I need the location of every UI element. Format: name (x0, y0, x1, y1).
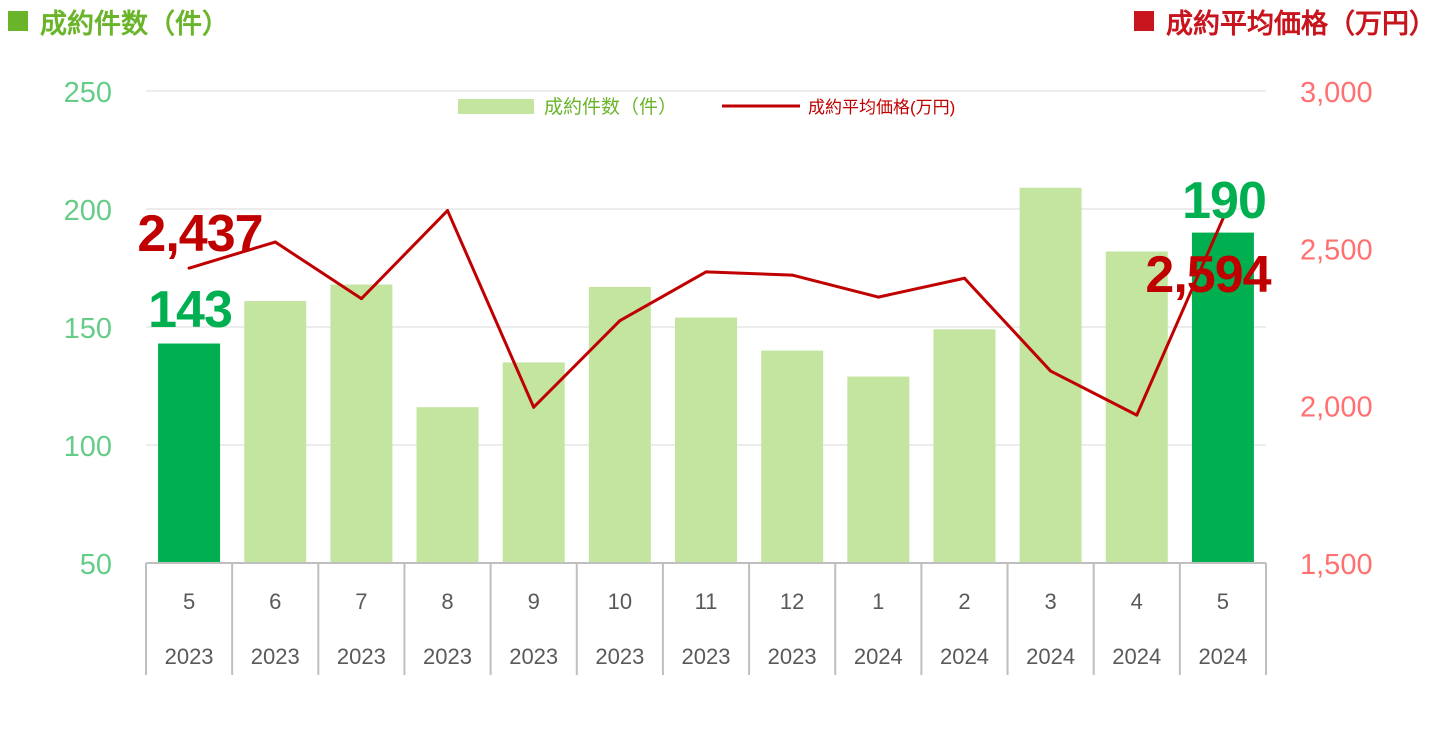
left-axis-header-label: 成約件数（件） (40, 9, 229, 40)
x-axis-year-label: 2024 (1026, 644, 1075, 669)
x-axis-month-label: 3 (1044, 589, 1056, 614)
price-line-point (790, 273, 794, 277)
price-line-point (1049, 369, 1053, 373)
left-axis-tick-label: 50 (80, 549, 112, 581)
price-line-point (273, 240, 277, 244)
x-axis-year-label: 2023 (768, 644, 817, 669)
legend-line-label: 成約平均価格(万円) (808, 98, 955, 117)
legend-bar-label: 成約件数（件） (544, 96, 677, 118)
price-line-point (187, 266, 191, 270)
left-axis-tick-label: 250 (64, 77, 112, 109)
bar (761, 350, 824, 563)
x-axis-year-label: 2024 (1198, 644, 1247, 669)
x-axis-month-label: 11 (695, 589, 718, 614)
right-axis-tick-label: 3,000 (1300, 77, 1373, 109)
data-label: 143 (148, 281, 232, 339)
legend-bar-swatch (458, 99, 534, 114)
left-axis-tick-label: 100 (64, 431, 112, 463)
bar (588, 286, 651, 563)
right-axis-header: 成約平均価格（万円） (1134, 2, 1436, 41)
bar (158, 343, 221, 563)
price-line-point (704, 270, 708, 274)
bar (933, 329, 996, 563)
x-axis-year-label: 2024 (940, 644, 989, 669)
right-axis-header-label: 成約平均価格（万円） (1166, 9, 1436, 40)
x-axis-month-label: 7 (355, 589, 367, 614)
x-axis-month-label: 5 (183, 589, 195, 614)
x-axis-month-label: 4 (1131, 589, 1143, 614)
right-axis-tick-label: 1,500 (1300, 549, 1373, 581)
data-label: 2,437 (137, 205, 262, 263)
price-line-point (1135, 413, 1139, 417)
x-axis-month-label: 8 (441, 589, 453, 614)
bar (1019, 187, 1082, 563)
price-line-point (876, 295, 880, 299)
right-axis-tick-label: 2,000 (1300, 392, 1373, 424)
bar (675, 317, 737, 563)
x-axis-month-label: 12 (780, 589, 804, 614)
price-line-point (359, 297, 363, 301)
price-line-point (532, 405, 536, 409)
x-axis-year-label: 2023 (337, 644, 386, 669)
bar (244, 301, 307, 563)
bar (847, 376, 910, 563)
price-line-point (618, 319, 622, 323)
x-axis-year-label: 2023 (251, 644, 300, 669)
price-line-point (446, 209, 450, 213)
x-axis-month-label: 5 (1217, 589, 1229, 614)
price-line-point (1221, 217, 1225, 221)
price-line-point (962, 276, 966, 280)
x-axis-year-label: 2023 (165, 644, 214, 669)
x-axis-month-label: 2 (958, 589, 970, 614)
bar (1191, 232, 1254, 563)
bar (416, 407, 479, 563)
x-axis-month-label: 1 (872, 589, 884, 614)
right-axis-tick-label: 2,500 (1300, 234, 1373, 266)
green-square-icon (8, 11, 28, 31)
x-axis-month-label: 10 (608, 589, 632, 614)
left-axis-header: 成約件数（件） (8, 2, 229, 41)
data-label: 190 (1182, 172, 1266, 230)
x-axis-year-label: 2023 (595, 644, 644, 669)
x-axis-year-label: 2023 (423, 644, 472, 669)
bar (330, 284, 393, 563)
bar (1105, 251, 1168, 564)
x-axis-year-label: 2024 (854, 644, 903, 669)
left-axis-tick-label: 150 (64, 313, 112, 345)
x-axis-month-label: 6 (269, 589, 281, 614)
x-axis-year-label: 2023 (509, 644, 558, 669)
x-axis-month-label: 9 (528, 589, 540, 614)
bar (502, 362, 565, 563)
x-axis-year-label: 2024 (1112, 644, 1161, 669)
data-label: 2,594 (1145, 246, 1271, 304)
x-axis-year-label: 2023 (682, 644, 731, 669)
red-square-icon (1134, 11, 1154, 31)
left-axis-tick-label: 200 (64, 195, 112, 227)
